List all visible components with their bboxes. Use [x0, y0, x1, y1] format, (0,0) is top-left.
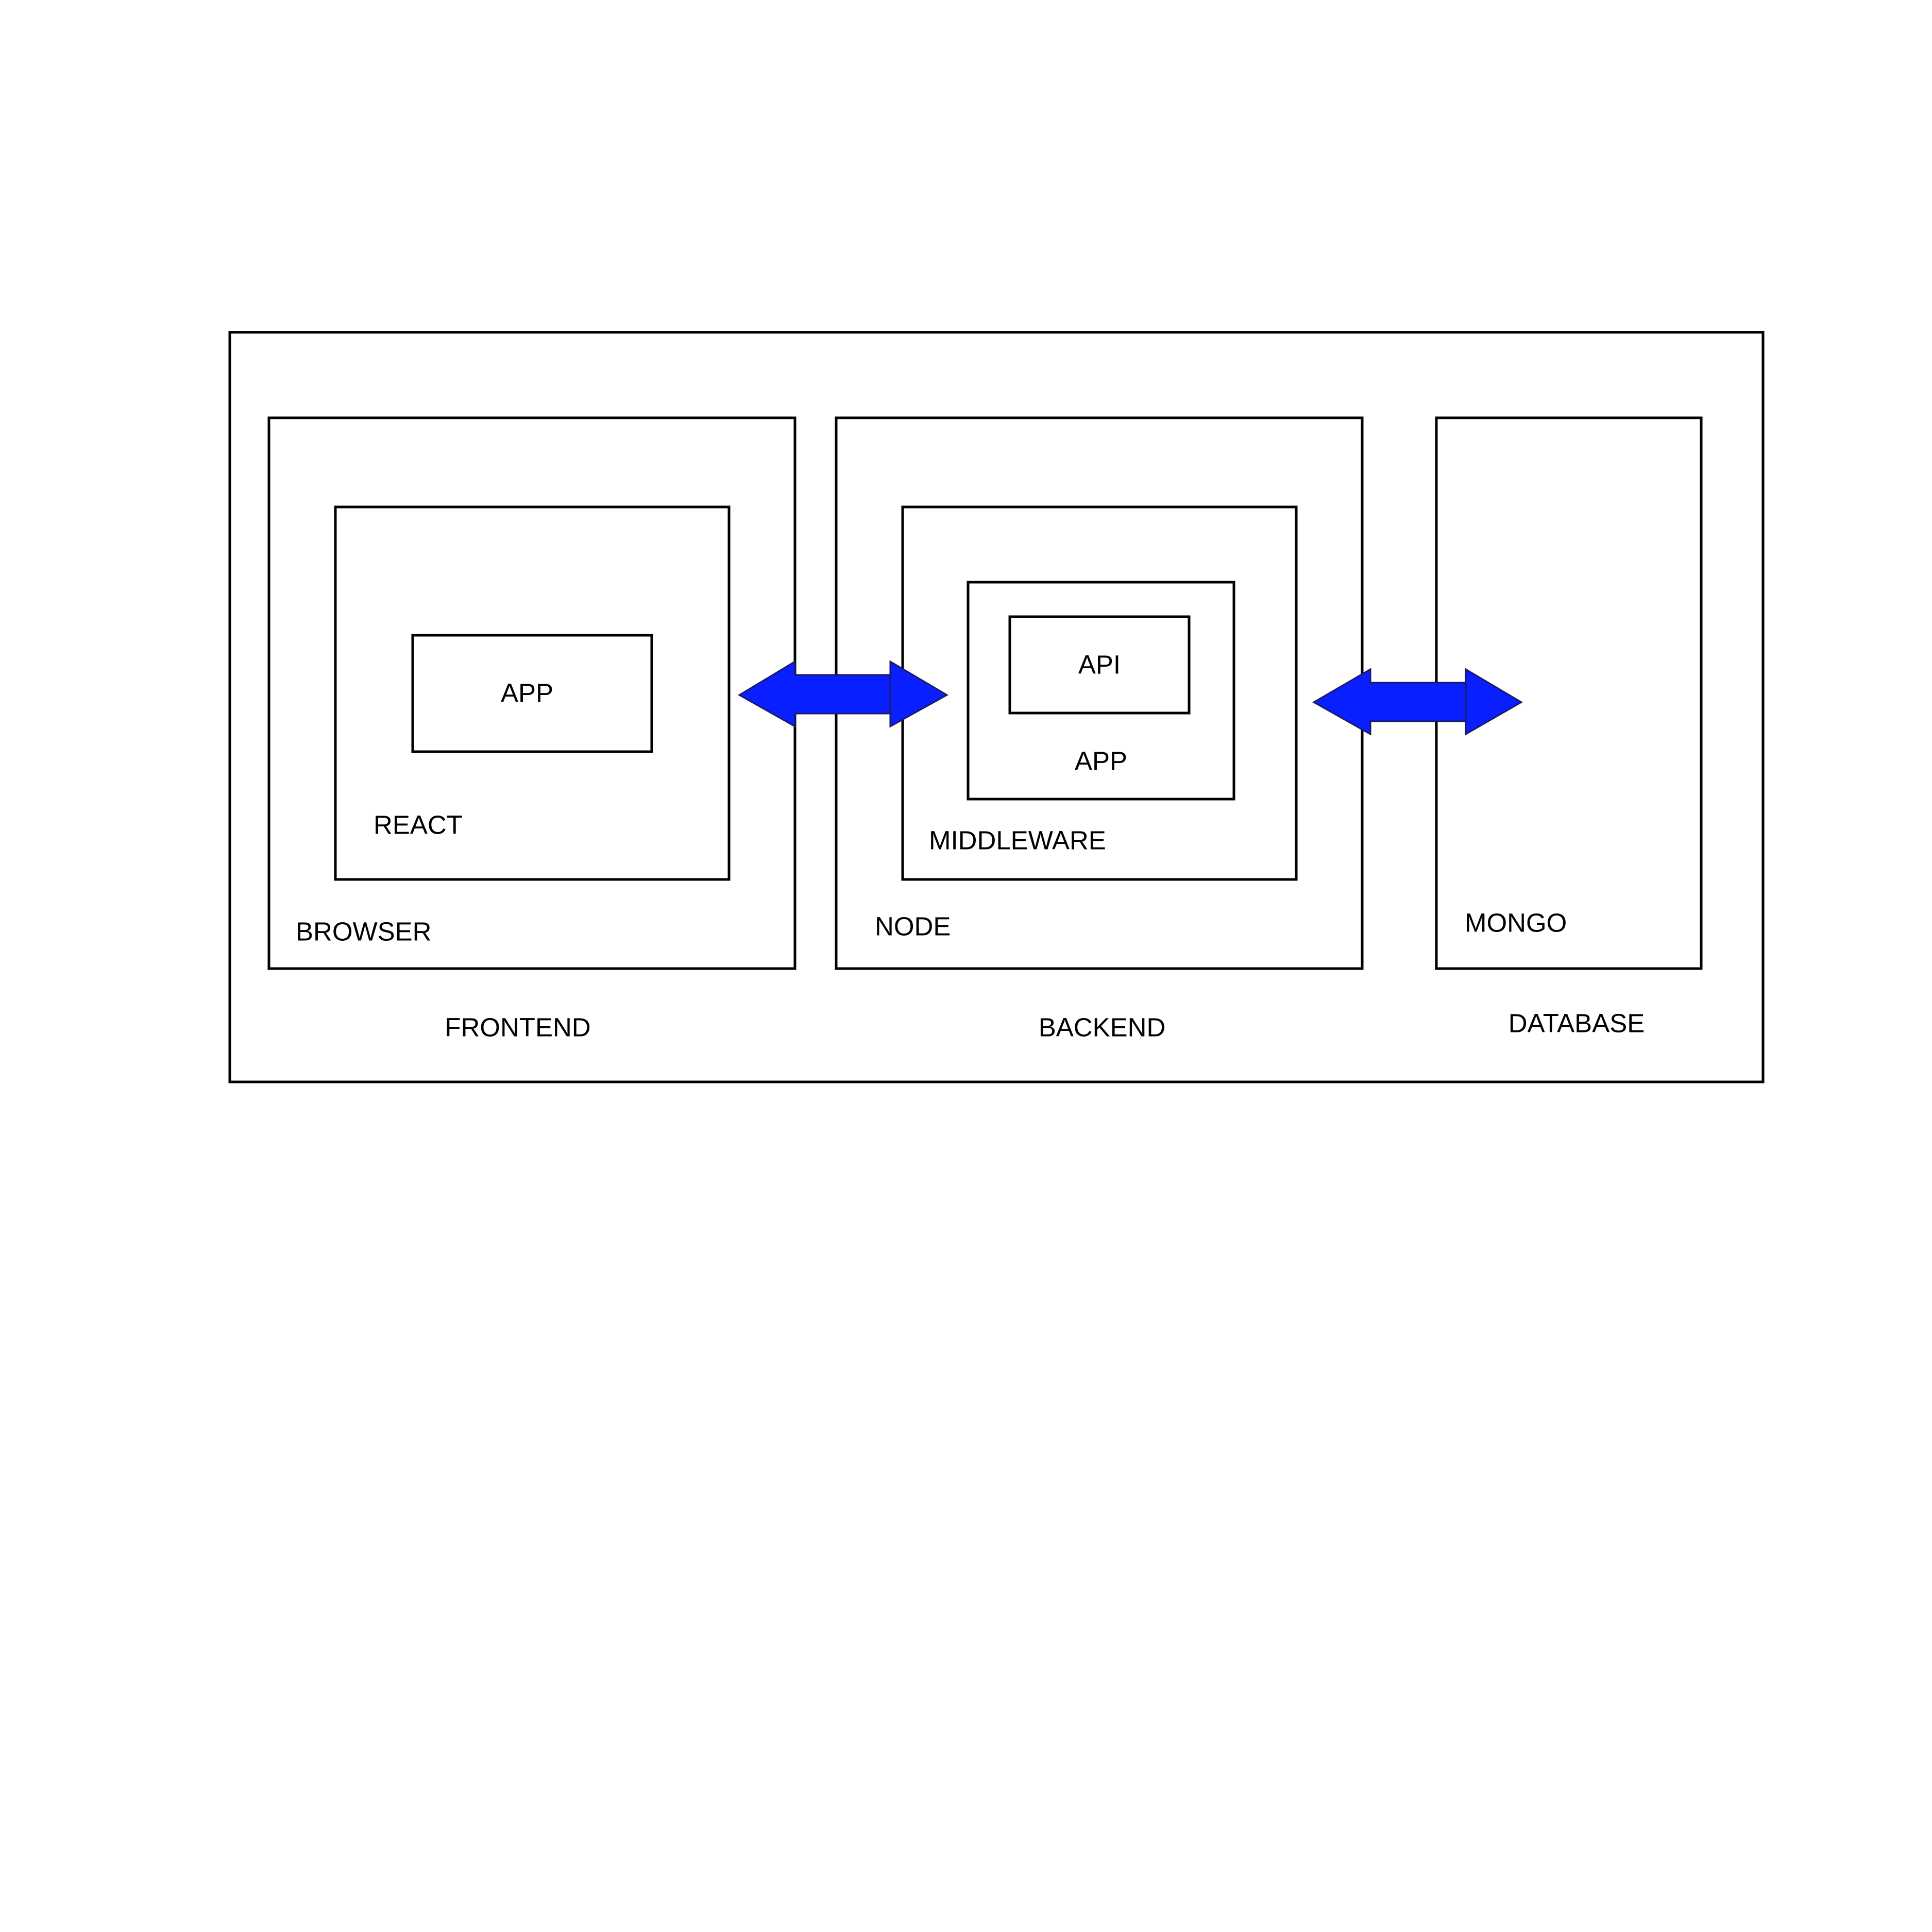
react-label: REACT: [374, 810, 463, 839]
backend-section-label: BACKEND: [1039, 1012, 1166, 1042]
api-box: [1008, 615, 1191, 715]
browser-node-double-arrow: [738, 660, 949, 728]
middleware-label: MIDDLEWARE: [929, 825, 1106, 855]
node-label: NODE: [875, 911, 951, 941]
frontend-section-label: FRONTEND: [445, 1012, 590, 1042]
browser-node-arrow-shape: [738, 660, 949, 728]
database-section-label: DATABASE: [1509, 1008, 1645, 1038]
api-label: API: [1078, 650, 1121, 679]
browser-label: BROWSER: [296, 917, 432, 946]
backend-app-label: APP: [1075, 746, 1127, 775]
frontend-app-box: [411, 634, 653, 753]
node-mongo-arrow-shape: [1312, 668, 1523, 736]
mongo-label: MONGO: [1465, 908, 1567, 937]
node-mongo-double-arrow: [1312, 668, 1523, 736]
frontend-app-label: APP: [501, 678, 553, 707]
